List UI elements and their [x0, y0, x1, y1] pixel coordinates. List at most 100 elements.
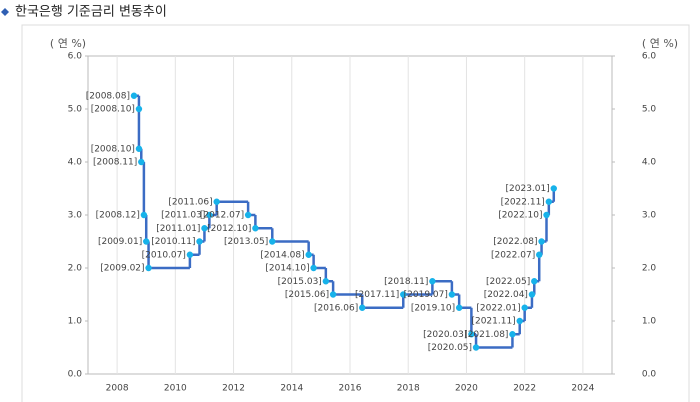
x-tick-label: 2010	[164, 384, 187, 394]
point-label: [2008.10]	[91, 144, 135, 154]
point-label: [2023.01]	[506, 184, 550, 194]
y-tick-label: 0.0	[68, 370, 83, 380]
point-label: [2008.10]	[91, 105, 135, 115]
point	[472, 344, 480, 351]
point-label: [2022.08]	[493, 237, 537, 247]
point-label: [2018.11]	[384, 277, 428, 287]
point	[186, 251, 194, 258]
point-label: [2015.03]	[278, 277, 322, 287]
x-tick-label: 2012	[222, 384, 245, 394]
y-tick-label: 5.0	[68, 105, 83, 115]
y-tick-label: 6.0	[68, 52, 83, 62]
point	[201, 225, 208, 232]
point-label: [2011.01]	[156, 224, 200, 234]
point	[550, 185, 557, 192]
point	[252, 225, 259, 232]
chart-title: 한국은행 기준금리 변동추이	[15, 4, 167, 20]
point	[329, 291, 337, 298]
point-label: [2009.01]	[98, 237, 142, 247]
y-tick-label: 1.0	[68, 317, 83, 327]
point-label: [2008.12]	[96, 211, 140, 221]
x-tick-label: 2008	[106, 384, 129, 394]
point	[206, 211, 213, 219]
point-label: [2011.06]	[168, 197, 212, 207]
x-tick-label: 2016	[339, 384, 362, 394]
point-label: [2008.08]	[86, 91, 130, 101]
point	[196, 238, 203, 245]
y2-tick-label: 0.0	[642, 370, 657, 380]
y-tick-label: 2.0	[68, 264, 83, 274]
point	[310, 264, 317, 272]
point	[145, 264, 152, 272]
point	[516, 317, 523, 325]
point	[359, 304, 366, 311]
point	[305, 251, 312, 258]
point-label: [2021.11]	[471, 317, 515, 327]
point-label: [2010.11]	[151, 237, 195, 247]
point	[468, 331, 475, 338]
point	[135, 145, 143, 152]
point	[536, 251, 543, 258]
y2-axis-label: ( 연 %)	[642, 37, 678, 50]
point	[400, 291, 407, 298]
x-tick-label: 2020	[455, 384, 478, 394]
point-label: [2015.06]	[285, 290, 329, 300]
point-label: [2009.02]	[100, 264, 144, 274]
point-label: [2016.06]	[314, 303, 358, 313]
point	[213, 198, 220, 205]
point-label: [2014.08]	[260, 250, 304, 260]
point-label: [2022.04]	[484, 290, 528, 300]
point-label: [2019.10]	[411, 303, 455, 313]
y2-tick-label: 6.0	[642, 52, 657, 62]
point	[130, 92, 138, 99]
point	[521, 304, 528, 311]
point-label: [2022.07]	[491, 250, 535, 260]
point-label: [2022.10]	[498, 211, 542, 221]
point-label: [2021.08]	[464, 330, 508, 340]
x-tick-label: 2024	[571, 384, 594, 394]
point-label: [2017.11]	[355, 290, 399, 300]
point	[269, 238, 276, 245]
x-tick-label: 2014	[280, 384, 303, 394]
x-tick-label: 2022	[513, 384, 536, 394]
y2-tick-label: 3.0	[642, 211, 657, 221]
y2-tick-label: 1.0	[642, 317, 657, 327]
point	[528, 291, 536, 298]
point-label: [2019.07]	[404, 290, 448, 300]
point-label: [2014.10]	[265, 264, 309, 274]
y2-tick-label: 4.0	[642, 158, 657, 168]
point	[538, 238, 545, 245]
point-label: [2022.05]	[486, 277, 530, 287]
title-icon	[1, 8, 9, 16]
point	[429, 278, 436, 285]
point	[455, 304, 463, 311]
point-label: [2020.03]	[423, 330, 467, 340]
point	[140, 211, 148, 219]
point-label: [2020.05]	[428, 343, 472, 353]
frame	[21, 24, 690, 402]
y2-tick-label: 2.0	[642, 264, 657, 274]
point	[322, 278, 330, 285]
point	[448, 291, 456, 298]
y-axis-label: ( 연 %)	[50, 37, 86, 50]
point	[244, 211, 252, 219]
point-label: [2022.01]	[476, 303, 520, 313]
x-tick-label: 2018	[397, 384, 420, 394]
point-label: [2012.07]	[200, 211, 244, 221]
point	[531, 278, 538, 285]
point	[545, 198, 553, 205]
point-label: [2008.11]	[93, 158, 137, 168]
y-tick-label: 3.0	[68, 211, 83, 221]
point	[509, 331, 516, 338]
point-label: [2012.10]	[207, 224, 251, 234]
point	[138, 158, 145, 166]
point-label: [2022.11]	[501, 197, 545, 207]
y2-tick-label: 5.0	[642, 105, 657, 115]
point	[143, 238, 150, 245]
point	[543, 211, 550, 219]
point-label: [2010.07]	[142, 250, 186, 260]
point-label: [2011.03]	[161, 211, 205, 221]
point-label: [2013.05]	[224, 237, 268, 247]
point	[135, 105, 143, 113]
